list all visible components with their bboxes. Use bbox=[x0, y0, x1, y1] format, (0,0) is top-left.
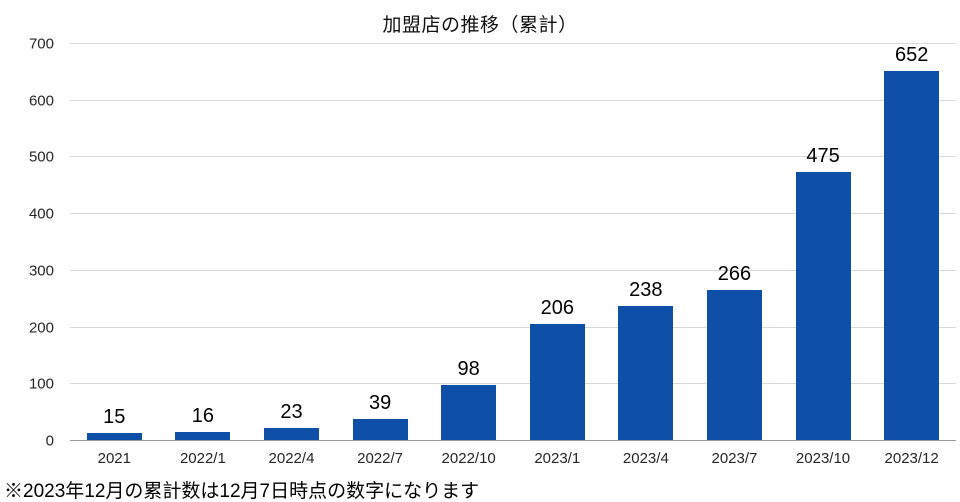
x-tick-label: 2022/7 bbox=[357, 450, 404, 467]
bar bbox=[441, 385, 497, 441]
bar-value-label: 206 bbox=[540, 297, 574, 320]
x-tick-label: 2023/4 bbox=[622, 450, 669, 467]
gridline bbox=[70, 156, 956, 158]
x-axis-line bbox=[70, 440, 956, 441]
bar-group: 266 bbox=[690, 44, 779, 441]
y-tick-label: 300 bbox=[28, 262, 54, 280]
gridline bbox=[70, 213, 956, 215]
bar-group: 23 bbox=[247, 44, 336, 441]
y-tick-label: 700 bbox=[28, 35, 54, 53]
chart-footnote: ※2023年12月の累計数は12月7日時点の数字になります bbox=[4, 481, 480, 502]
bar-group: 16 bbox=[159, 44, 248, 441]
y-tick-label: 100 bbox=[28, 375, 54, 393]
bar bbox=[706, 290, 762, 441]
bar bbox=[884, 71, 940, 441]
y-tick-label: 500 bbox=[28, 148, 54, 166]
x-tick-label: 2022/4 bbox=[268, 450, 315, 467]
bar-value-label: 16 bbox=[191, 404, 215, 427]
y-tick-label: 200 bbox=[28, 319, 54, 337]
y-tick-label: 0 bbox=[45, 432, 54, 450]
x-tick-label: 2023/12 bbox=[884, 450, 939, 467]
bar-group: 98 bbox=[424, 44, 513, 441]
bar bbox=[175, 431, 231, 441]
bar-group: 206 bbox=[513, 44, 602, 441]
gridline bbox=[70, 99, 956, 101]
gridline bbox=[70, 269, 956, 271]
bars-container: 15 16 23 39 98 206 238 266 475 652 bbox=[70, 44, 956, 441]
x-axis-labels: 2021 2022/1 2022/4 2022/7 2022/10 2023/1 2023/… bbox=[70, 450, 956, 467]
bar-group: 39 bbox=[336, 44, 425, 441]
x-tick-label: 2022/10 bbox=[441, 450, 496, 467]
y-axis-labels: 0 100 200 300 400 500 600 700 bbox=[0, 36, 62, 450]
bar-value-label: 39 bbox=[368, 391, 392, 414]
x-tick-label: 2023/1 bbox=[534, 450, 581, 467]
bar-value-label: 475 bbox=[806, 144, 840, 167]
gridline bbox=[70, 383, 956, 385]
bar-value-label: 652 bbox=[894, 44, 929, 67]
bar bbox=[86, 432, 142, 441]
bar-group: 15 bbox=[70, 44, 159, 441]
y-tick-label: 400 bbox=[28, 205, 54, 223]
bar bbox=[618, 306, 674, 441]
bar-group: 652 bbox=[867, 44, 956, 441]
gridline bbox=[70, 43, 956, 44]
x-tick-label: 2023/7 bbox=[711, 450, 758, 467]
bar bbox=[264, 427, 319, 441]
y-tick-label: 600 bbox=[28, 92, 54, 110]
bar-value-label: 98 bbox=[457, 358, 480, 381]
chart-title: 加盟店の推移（累計） bbox=[382, 15, 578, 36]
x-tick-label: 2021 bbox=[97, 450, 131, 467]
bar bbox=[529, 324, 585, 441]
bar bbox=[795, 171, 851, 441]
bar-group: 238 bbox=[602, 44, 691, 441]
bar-value-label: 266 bbox=[717, 263, 752, 286]
gridline bbox=[70, 326, 956, 328]
x-tick-label: 2022/1 bbox=[179, 450, 226, 467]
bar bbox=[352, 418, 408, 441]
bar-group: 475 bbox=[779, 44, 868, 441]
plot-area: 15 16 23 39 98 206 238 266 475 652 bbox=[70, 43, 956, 441]
x-tick-label: 2023/10 bbox=[795, 450, 851, 467]
bar-value-label: 23 bbox=[280, 400, 303, 423]
bar-value-label: 238 bbox=[629, 279, 663, 302]
bar-value-label: 15 bbox=[103, 405, 126, 428]
